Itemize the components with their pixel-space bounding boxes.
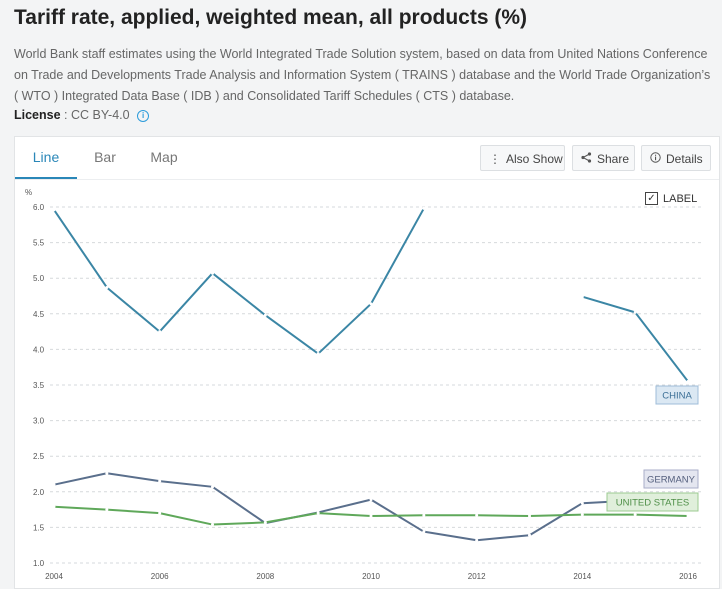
chart-card: Line Bar Map ⋮ Also Show Share Details [14, 136, 720, 589]
united_states-point[interactable] [528, 514, 531, 518]
china-point[interactable] [211, 271, 214, 275]
united_states-point[interactable] [263, 520, 267, 524]
germany-point[interactable] [475, 538, 479, 542]
y-tick-label: 3.0 [33, 417, 45, 426]
united_states-point[interactable] [316, 511, 320, 515]
license-value: : CC BY-4.0 [64, 108, 130, 122]
info-icon[interactable]: i [137, 110, 150, 122]
also-show-button[interactable]: ⋮ Also Show [480, 145, 565, 171]
y-tick-label: 4.5 [33, 310, 45, 319]
united_states-series-label: UNITED STATES [616, 498, 690, 509]
tab-bar[interactable]: Bar [94, 149, 116, 165]
x-tick-label: 2010 [362, 572, 380, 581]
united_states-point[interactable] [369, 514, 373, 518]
x-tick-label: 2016 [679, 572, 697, 581]
china-point[interactable] [105, 285, 109, 289]
vertical-dots-icon: ⋮ [489, 152, 501, 166]
share-button[interactable]: Share [572, 145, 635, 171]
y-tick-label: 2.0 [33, 488, 45, 497]
united_states-point[interactable] [422, 513, 426, 517]
info-circle-icon [650, 146, 661, 172]
china-point[interactable] [263, 313, 267, 317]
x-tick-label: 2014 [573, 572, 591, 581]
germany-point[interactable] [422, 530, 426, 534]
united_states-point[interactable] [580, 513, 584, 517]
y-tick-label: 5.0 [33, 274, 45, 283]
y-tick-label: 1.0 [33, 559, 45, 568]
x-tick-label: 2004 [45, 572, 63, 581]
china-label-box [655, 385, 699, 405]
y-tick-label: 2.5 [33, 452, 45, 461]
also-show-label: Also Show [506, 152, 563, 166]
details-button[interactable]: Details [641, 145, 711, 171]
china-line [582, 295, 689, 383]
x-tick-label: 2008 [256, 572, 274, 581]
y-tick-label: 6.0 [33, 203, 45, 212]
germany-point[interactable] [52, 483, 56, 487]
y-axis-label: % [25, 188, 32, 197]
label-toggle[interactable]: ✓ LABEL [645, 192, 697, 205]
germany-point[interactable] [105, 471, 109, 475]
source-description: World Bank staff estimates using the Wor… [14, 47, 711, 103]
china-point[interactable] [686, 379, 690, 383]
germany-point[interactable] [158, 479, 162, 483]
license-label: License [14, 108, 61, 122]
china-point[interactable] [158, 330, 162, 334]
y-tick-label: 5.5 [33, 239, 45, 248]
china-point[interactable] [633, 310, 637, 314]
china-point[interactable] [316, 352, 320, 356]
y-tick-label: 3.5 [33, 381, 45, 390]
germany-point[interactable] [211, 485, 214, 489]
united_states-point[interactable] [211, 523, 214, 527]
united_states-point[interactable] [105, 508, 109, 512]
license-line: License : CC BY-4.0 i [14, 108, 150, 122]
tab-map[interactable]: Map [150, 149, 178, 165]
y-tick-label: 4.0 [33, 345, 45, 354]
china-point[interactable] [369, 302, 373, 306]
germany-series-label: GERMANY [647, 475, 696, 486]
x-tick-label: 2012 [468, 572, 486, 581]
details-label: Details [666, 152, 703, 166]
united_states-point[interactable] [475, 513, 479, 517]
united_states-label-box [606, 492, 699, 512]
label-checkbox[interactable]: ✓ [645, 192, 658, 205]
china-point[interactable] [580, 295, 584, 299]
united_states-point[interactable] [52, 505, 56, 509]
germany-line [53, 472, 636, 542]
page-title: Tariff rate, applied, weighted mean, all… [14, 6, 528, 29]
germany-point[interactable] [528, 533, 531, 537]
china-series-label: CHINA [662, 391, 692, 402]
united_states-point[interactable] [633, 513, 637, 517]
label-toggle-text: LABEL [663, 192, 698, 205]
share-icon [581, 146, 592, 172]
y-tick-label: 1.5 [33, 523, 45, 532]
tab-line[interactable]: Line [15, 137, 77, 179]
share-label: Share [597, 152, 630, 166]
china-point[interactable] [52, 208, 56, 212]
united_states-point[interactable] [158, 511, 162, 515]
germany-point[interactable] [369, 498, 373, 502]
germany-point[interactable] [580, 501, 584, 505]
united_states-point[interactable] [686, 514, 690, 518]
china-point[interactable] [422, 206, 426, 210]
germany-label-box [643, 469, 699, 489]
x-tick-label: 2006 [151, 572, 169, 581]
tabs-divider [15, 179, 719, 180]
china-line [53, 207, 425, 355]
